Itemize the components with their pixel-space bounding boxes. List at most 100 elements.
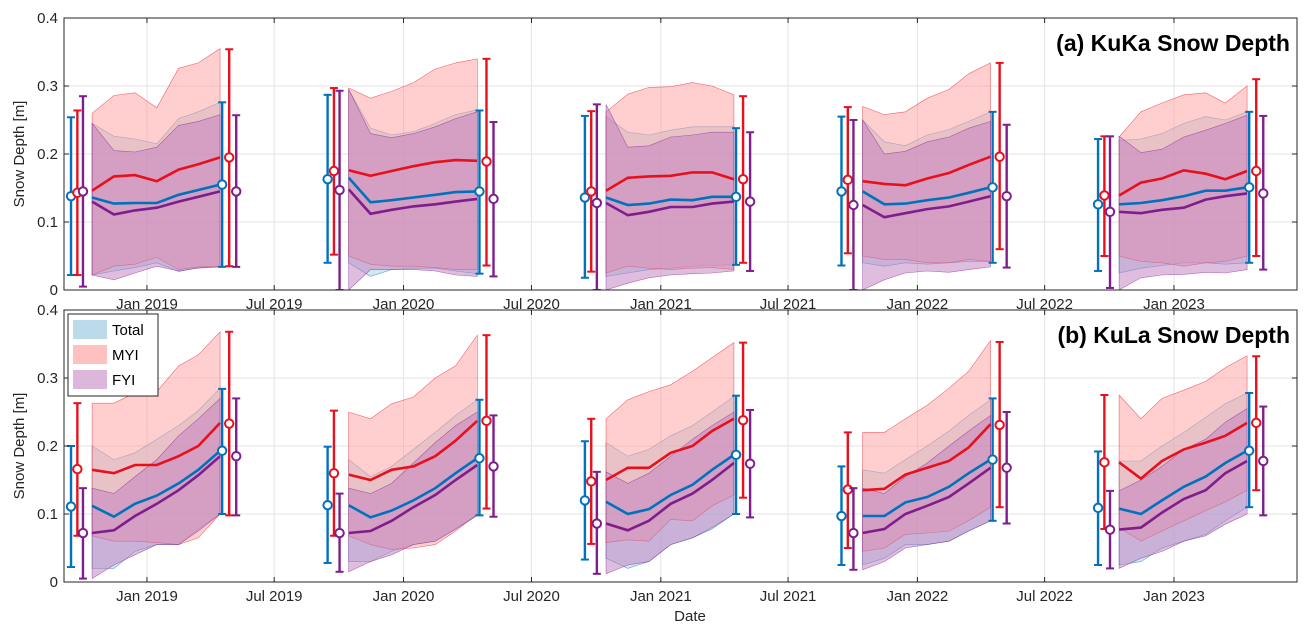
- y-tick-label: 0.3: [37, 370, 58, 387]
- errorbar-marker: [216, 179, 228, 190]
- x-tick-label: Jul 2019: [246, 588, 303, 605]
- errorbar-total-end-season-3: [730, 394, 742, 515]
- errorbar-fyi-start-season-1: [77, 95, 89, 288]
- errorbar-marker: [334, 184, 345, 196]
- errorbar-marker: [730, 191, 742, 203]
- mean-line-total-season-2: [348, 457, 479, 519]
- errorbar-myi-start-season-1: [72, 402, 83, 537]
- errorbar-myi-start-season-5: [1099, 394, 1110, 530]
- y-tick-label: 0: [50, 574, 58, 591]
- errorbar-marker: [72, 463, 83, 475]
- errorbar-fyi-end-season-2: [488, 121, 499, 278]
- errorbar-marker: [77, 527, 89, 539]
- x-tick-label: Jul 2022: [1016, 296, 1073, 313]
- panel-b: 0 0.1 0.2 0.3 0.4 Jan 2019 Jul 2019 Jan 2020 Jul…: [11, 302, 1298, 605]
- errorbar-fyi-start-season-2: [334, 492, 345, 573]
- errorbar-fyi-end-season-5: [1258, 405, 1269, 517]
- errorbar-total-end-season-5: [1243, 391, 1255, 509]
- errorbar-marker: [994, 151, 1005, 162]
- errorbar-marker: [737, 173, 749, 185]
- mean-line-fyi-season-5: [1119, 192, 1248, 215]
- mean-line-total-season-1: [91, 449, 221, 519]
- errorbar-marker: [328, 165, 340, 177]
- errorbar-fyi-end-season-2: [488, 414, 499, 518]
- errorbar-marker: [842, 174, 854, 186]
- y-tick-label: 0.1: [37, 214, 58, 231]
- errorbar-myi-end-season-2: [481, 334, 492, 510]
- errorbar-marker: [744, 196, 756, 207]
- x-tick-label: Jul 2021: [760, 296, 817, 313]
- errorbar-marker: [474, 453, 485, 464]
- errorbar-total-end-season-4: [987, 110, 998, 264]
- y-tick-label: 0.2: [37, 438, 58, 455]
- y-tick-label: 0.1: [37, 506, 58, 523]
- errorbar-marker: [334, 527, 345, 539]
- x-axis: Jan 2019 Jul 2019 Jan 2020 Jul 2020 Jan 2021…: [116, 310, 1205, 605]
- errorbar-myi-start-season-3: [586, 417, 597, 545]
- mean-line-fyi-season-5: [1118, 459, 1248, 531]
- errorbar-marker: [1092, 502, 1104, 514]
- errorbar-marker: [1099, 190, 1110, 201]
- mean-line-myi-season-1: [91, 156, 221, 192]
- errorbar-marker: [474, 186, 485, 197]
- mean-line-myi-season-3: [605, 171, 735, 192]
- errorbar-myi-start-season-2: [328, 409, 340, 537]
- errorbar-total-start-season-4: [836, 115, 847, 267]
- errorbar-marker: [223, 152, 235, 163]
- x-tick-label: Jan 2020: [373, 588, 435, 605]
- errorbar-fyi-start-season-3: [591, 103, 603, 290]
- errorbar-marker: [744, 458, 756, 469]
- mean-line-myi-season-1: [91, 422, 222, 475]
- errorbar-marker: [1104, 206, 1116, 218]
- errorbar-marker: [1001, 462, 1012, 473]
- errorbar-myi-start-season-3: [586, 110, 597, 273]
- errorbar-myi-start-season-4: [842, 431, 854, 549]
- errorbar-marker: [65, 501, 77, 512]
- band-fyi-season-3: [605, 104, 735, 290]
- errorbar-marker: [591, 518, 603, 529]
- errorbar-marker: [481, 415, 492, 427]
- errorbar-total-end-season-1: [216, 387, 228, 515]
- errorbar-marker: [836, 510, 847, 522]
- errorbar-total-end-season-4: [987, 397, 998, 522]
- panel-title: (b) KuLa Snow Depth: [1057, 322, 1290, 348]
- errorbar-marker: [231, 186, 242, 197]
- errorbar-marker: [737, 414, 749, 426]
- errorbar-marker: [591, 197, 603, 209]
- mean-line-total-season-4: [862, 458, 992, 518]
- mean-line-total-season-1: [91, 183, 221, 205]
- errorbar-marker: [586, 186, 597, 197]
- errorbar-marker: [1092, 199, 1104, 210]
- errorbar-fyi-start-season-3: [591, 470, 603, 575]
- y-axis: 0 0.1 0.2 0.3 0.4: [37, 302, 1297, 591]
- errorbar-fyi-start-season-2: [334, 89, 345, 290]
- y-tick-label: 0.4: [37, 10, 58, 27]
- errorbar-marker: [586, 476, 597, 487]
- y-tick-label: 0: [50, 282, 58, 299]
- x-tick-label: Jul 2020: [503, 296, 560, 313]
- errorbar-myi-end-season-1: [223, 48, 235, 268]
- errorbar-total-end-season-3: [730, 127, 742, 266]
- errorbar-total-start-season-5: [1092, 138, 1104, 272]
- errorbar-myi-start-season-2: [328, 87, 340, 256]
- mean-line-myi-season-4: [862, 423, 992, 492]
- y-tick-label: 0.3: [37, 78, 58, 95]
- mean-line-fyi-season-3: [605, 461, 735, 532]
- x-tick-label: Jul 2019: [246, 296, 303, 313]
- errorbar-myi-end-season-1: [223, 330, 235, 517]
- errorbar-fyi-end-season-3: [744, 408, 756, 519]
- errorbar-marker: [322, 173, 333, 185]
- panel-a: 0 0.1 0.2 0.3 0.4 Jan 2019 Jul 2019 Jan 2020 Jul…: [11, 10, 1298, 313]
- x-tick-label: Jan 2019: [116, 296, 178, 313]
- errorbar-marker: [579, 192, 591, 203]
- errorbar-fyi-end-season-4: [1001, 123, 1012, 269]
- x-tick-label: Jul 2020: [503, 588, 560, 605]
- legend-label-myi: MYI: [112, 347, 139, 364]
- errorbar-marker: [1251, 417, 1262, 429]
- errorbar-total-end-season-5: [1243, 110, 1255, 264]
- y-axis-label: Snow Depth [m]: [11, 101, 28, 208]
- errorbar-marker: [1258, 455, 1269, 467]
- errorbar-marker: [842, 484, 854, 495]
- errorbar-fyi-start-season-4: [848, 119, 859, 290]
